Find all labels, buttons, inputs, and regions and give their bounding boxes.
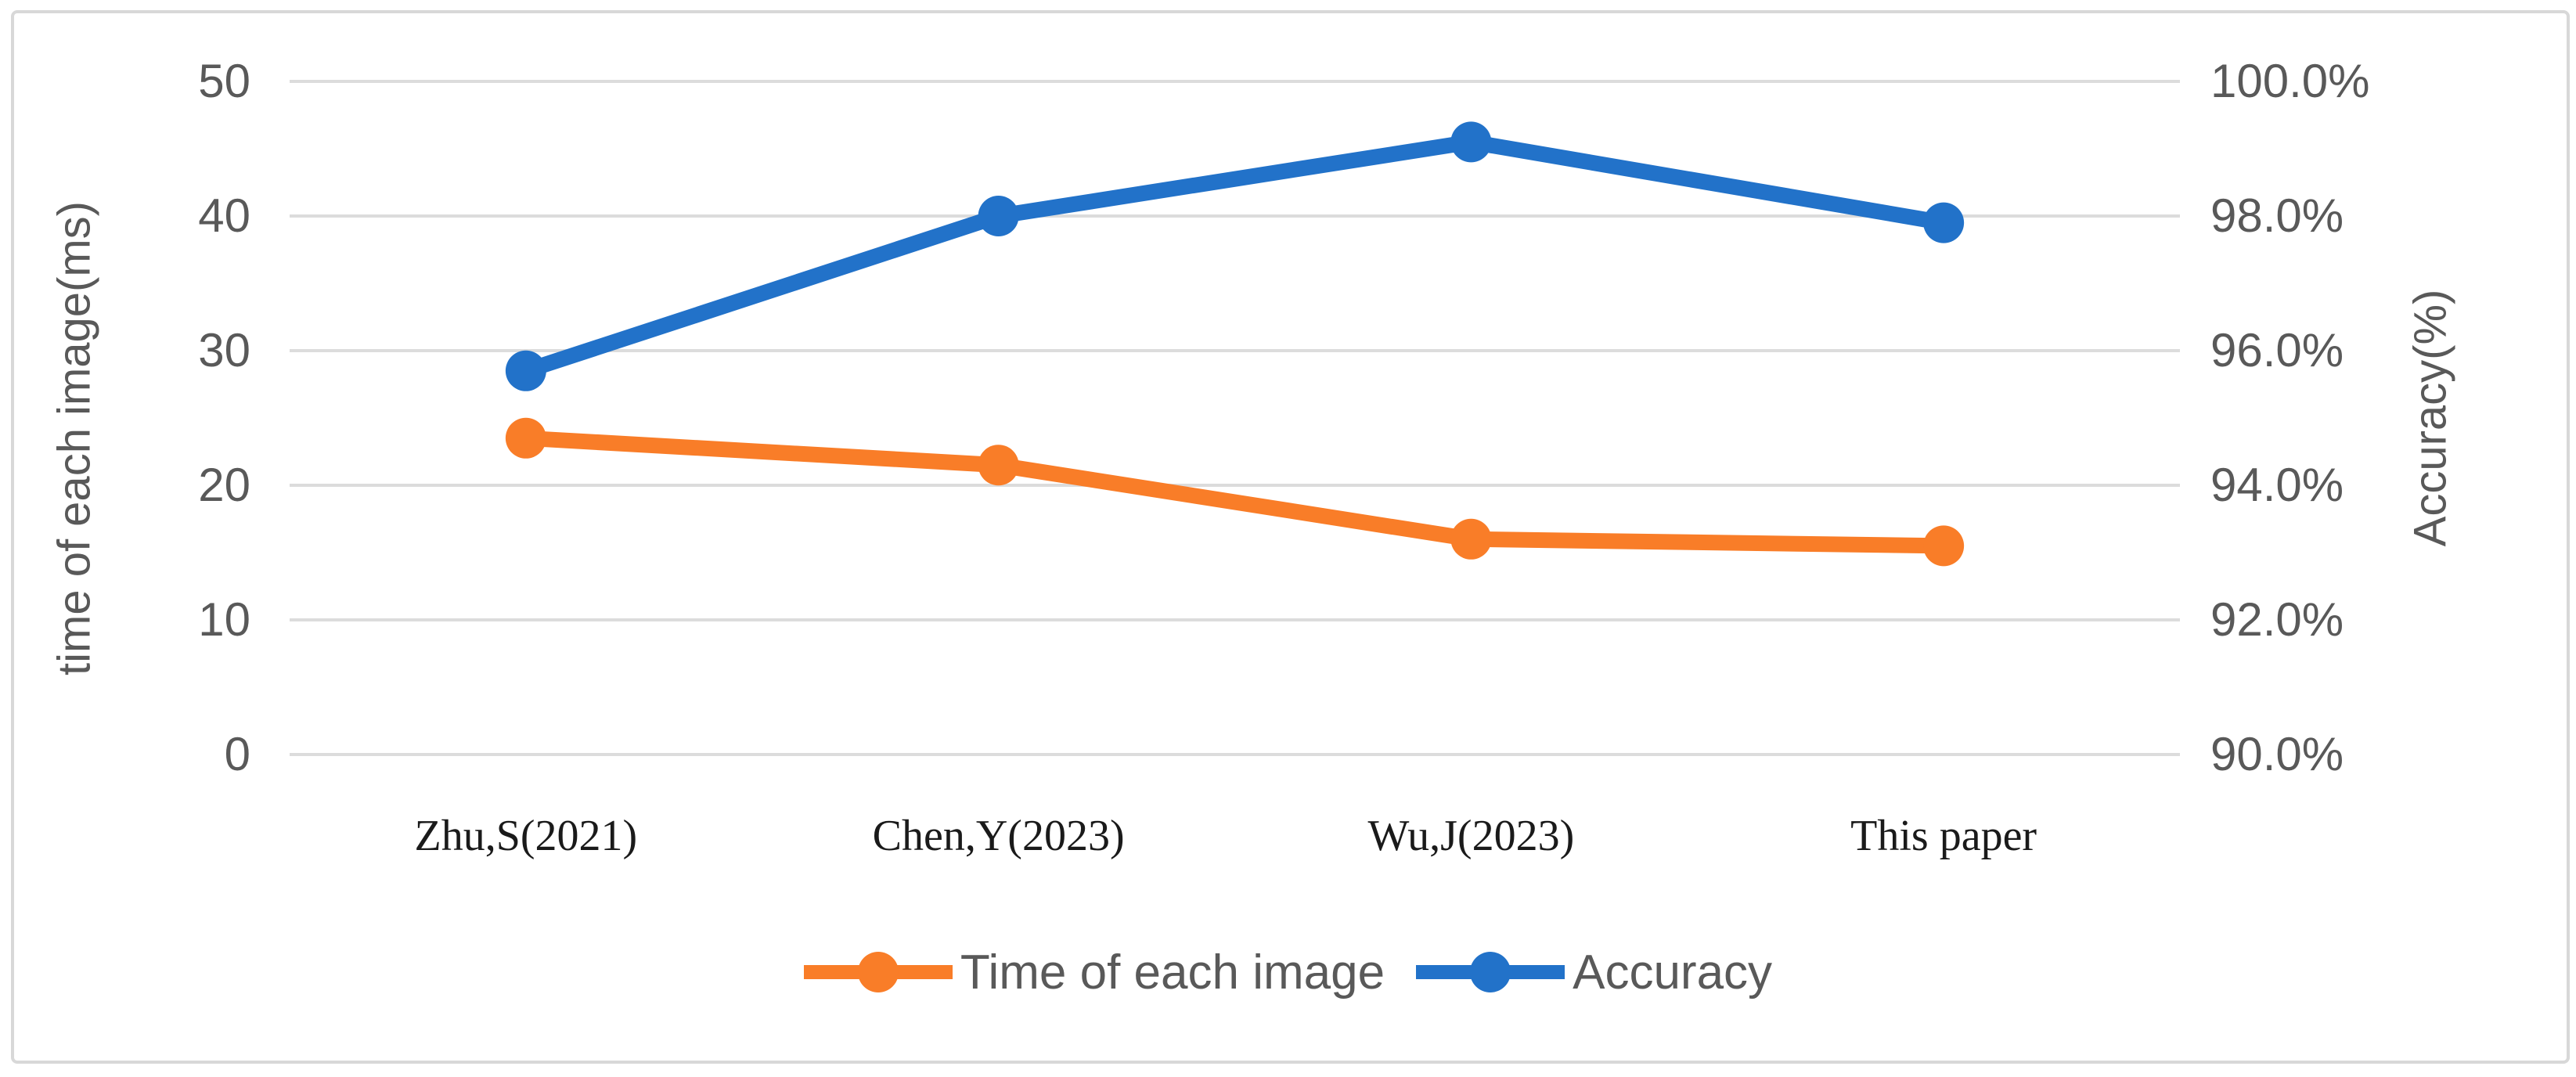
left-axis-tick-label: 0 <box>224 728 250 780</box>
data-point-marker <box>1450 518 1492 560</box>
legend-item: Time of each image <box>803 945 1385 1000</box>
legend-marker-icon <box>1416 952 1565 992</box>
data-point-marker <box>978 445 1019 486</box>
data-point-marker <box>505 350 546 391</box>
data-point-marker <box>1923 202 1965 243</box>
series-line-accuracy <box>517 134 1952 379</box>
left-axis-tick-label: 10 <box>198 593 250 646</box>
data-point-marker <box>1450 121 1492 163</box>
left-axis-title: time of each image(ms) <box>49 201 100 675</box>
right-axis-tick-label: 96.0% <box>2210 324 2344 376</box>
data-point-marker <box>505 417 546 459</box>
right-axis-tick-label: 92.0% <box>2210 593 2344 646</box>
legend-marker-icon <box>803 952 953 992</box>
right-axis-tick-label: 94.0% <box>2210 459 2344 511</box>
left-axis-tick-label: 50 <box>198 55 250 107</box>
x-axis-category-label: Wu,J(2023) <box>1367 812 1575 860</box>
figure-border <box>11 10 2570 1064</box>
data-point-marker <box>1923 525 1965 567</box>
left-axis-tick-label: 30 <box>198 324 250 376</box>
x-axis-category-label: Zhu,S(2021) <box>414 812 638 860</box>
legend-item: Accuracy <box>1416 945 1772 1000</box>
right-axis-title: Accuracy(%) <box>2405 289 2456 547</box>
left-axis-tick-label: 40 <box>198 189 250 242</box>
right-axis-tick-label: 98.0% <box>2210 189 2344 242</box>
legend-label: Time of each image <box>960 945 1385 1000</box>
x-axis-category-label: This paper <box>1850 812 2037 860</box>
left-axis-tick-label: 20 <box>198 459 250 511</box>
legend: Time of each image Accuracy <box>0 933 2576 1011</box>
right-axis-tick-label: 100.0% <box>2210 55 2370 107</box>
legend-label: Accuracy <box>1573 945 1773 1000</box>
data-point-marker <box>978 196 1019 236</box>
right-axis-tick-label: 90.0% <box>2210 728 2344 780</box>
series-line-time-of-each-image <box>517 430 1952 554</box>
x-axis-category-label: Chen,Y(2023) <box>872 812 1125 860</box>
